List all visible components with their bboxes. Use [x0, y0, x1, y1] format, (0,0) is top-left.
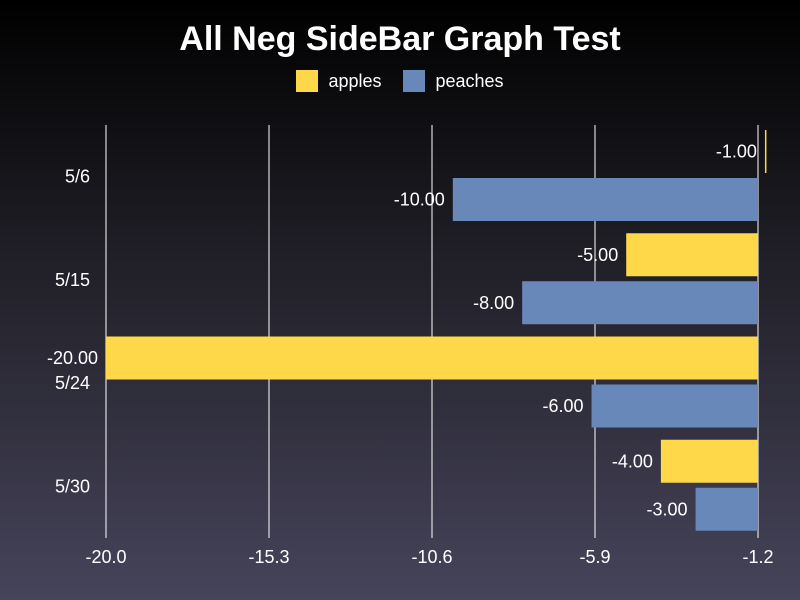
bar-peaches	[452, 178, 758, 221]
bar-peaches	[695, 487, 758, 531]
data-label: -20.00	[47, 348, 98, 368]
legend-item-peaches: peaches	[403, 70, 504, 92]
y-category-label: 5/15	[55, 270, 90, 290]
legend-label-apples: apples	[328, 70, 382, 91]
bar-apples	[660, 439, 758, 483]
bar-peaches	[522, 281, 758, 325]
data-label: -1.00	[716, 142, 757, 162]
x-tick-label: -20.0	[85, 547, 126, 567]
chart-title: All Neg SideBar Graph Test	[179, 20, 621, 58]
legend-swatch-peaches	[403, 70, 426, 92]
legend-item-apples: apples	[296, 70, 381, 92]
x-tick-label: -1.2	[742, 547, 773, 567]
data-label: -3.00	[647, 499, 688, 519]
data-label: -5.00	[577, 245, 618, 265]
legend-label-peaches: peaches	[435, 70, 504, 91]
x-tick-label: -5.9	[579, 547, 610, 567]
data-label: -6.00	[543, 396, 584, 416]
bar-apples	[626, 233, 758, 277]
bar-apples	[764, 130, 767, 173]
bar-apples	[106, 336, 758, 380]
x-tick-label: -10.6	[411, 547, 452, 567]
x-tick-label: -15.3	[248, 547, 289, 567]
y-category-label: 5/6	[65, 167, 90, 187]
y-category-label: 5/24	[55, 373, 90, 393]
legend: apples peaches	[0, 70, 800, 92]
data-label: -8.00	[473, 293, 514, 313]
y-category-label: 5/30	[55, 476, 90, 496]
legend-swatch-apples	[296, 70, 319, 92]
bar-peaches	[591, 384, 758, 428]
data-label: -10.00	[394, 190, 445, 210]
data-label: -4.00	[612, 451, 653, 471]
